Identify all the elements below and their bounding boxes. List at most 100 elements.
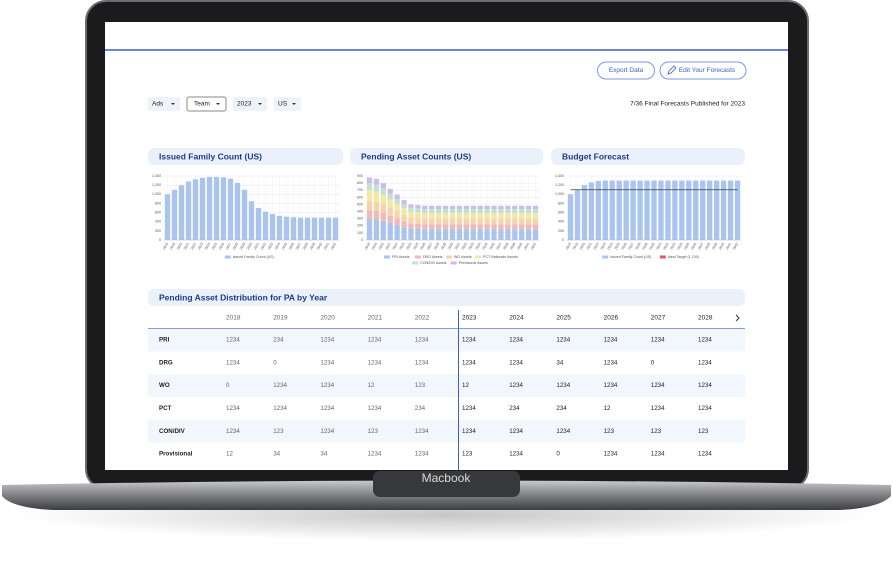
filter-label[interactable]: US [278, 101, 288, 108]
bar [450, 206, 455, 209]
bar [374, 211, 379, 220]
row-label: PRI [159, 337, 170, 344]
bar [395, 219, 400, 225]
bar [450, 229, 455, 240]
bar [589, 182, 594, 240]
bar [478, 219, 483, 225]
bar [429, 229, 434, 240]
bar [429, 206, 434, 209]
cell: 1234 [651, 405, 665, 412]
bar [381, 221, 386, 240]
bar [519, 206, 524, 209]
bar [401, 215, 406, 221]
legend-swatch [384, 256, 390, 259]
cell: 1234 [226, 359, 240, 366]
filter-label[interactable]: Ads [152, 101, 164, 108]
bar [519, 209, 524, 213]
chart-title: Issued Family Count (US) [159, 151, 262, 161]
filter-label[interactable]: Team [194, 101, 210, 108]
bar [484, 229, 489, 240]
cell: 1234 [651, 451, 665, 458]
chart-title: Budget Forecast [562, 151, 629, 161]
bar [484, 206, 489, 209]
filter-label[interactable]: 2023 [237, 101, 252, 108]
bar [415, 229, 420, 240]
y-tick-label: 600 [155, 211, 161, 215]
bar [284, 217, 289, 240]
bar [381, 188, 386, 194]
bar [505, 209, 510, 213]
cell: 1234 [509, 451, 523, 458]
edit-button-label[interactable]: Edit Your Forecasts [679, 67, 736, 74]
row-label: DRG [159, 359, 173, 366]
cell: 1234 [698, 405, 712, 412]
cell: 123 [651, 428, 662, 435]
cell: 1234 [651, 382, 665, 389]
y-tick-label: 800 [357, 181, 363, 185]
bar [533, 206, 538, 209]
bar [464, 224, 469, 229]
y-tick-label: 0 [361, 238, 363, 242]
y-tick-label: 600 [357, 195, 363, 199]
bar [505, 206, 510, 209]
bar [491, 206, 496, 209]
y-tick-label: 600 [558, 211, 564, 215]
legend-swatch [660, 256, 666, 259]
y-tick-label: 1,400 [555, 174, 564, 178]
bar [367, 210, 372, 219]
export-button-label[interactable]: Export Data [609, 67, 644, 74]
bar [408, 218, 413, 224]
status-text: 7/36 Final Forecasts Published for 2023 [630, 101, 745, 108]
bar [401, 227, 406, 240]
cell: 1234 [462, 337, 476, 344]
bar [505, 213, 510, 219]
bar [457, 224, 462, 229]
bar [401, 200, 406, 204]
cell: 1234 [320, 359, 334, 366]
legend-swatch [446, 256, 452, 259]
bar [464, 219, 469, 225]
cell: 1234 [320, 405, 334, 412]
cell: 1234 [698, 382, 712, 389]
column-header: 2023 [462, 315, 477, 322]
bar [415, 208, 420, 212]
bar [498, 206, 503, 209]
bar [436, 219, 441, 225]
y-tick-label: 800 [558, 201, 564, 205]
bar [374, 219, 379, 240]
bar [526, 219, 531, 225]
cell: 1234 [556, 337, 570, 344]
bar [443, 209, 448, 213]
bar [512, 206, 517, 209]
bar [263, 212, 268, 240]
column-header: 2024 [509, 315, 524, 322]
legend-label: CON/DIV Assets [420, 261, 447, 265]
bar [395, 225, 400, 240]
bar [415, 205, 420, 208]
bar [367, 219, 372, 240]
cell: 0 [273, 359, 277, 366]
bar [519, 229, 524, 240]
cell: 12 [604, 405, 611, 412]
bar [401, 208, 406, 215]
bar [471, 206, 476, 209]
bar [395, 199, 400, 204]
legend-swatch [415, 256, 421, 259]
bar [491, 219, 496, 225]
bar [256, 208, 261, 240]
bar [179, 185, 184, 240]
bar [381, 183, 386, 188]
y-tick-label: 500 [357, 202, 363, 206]
bar [388, 223, 393, 240]
bar [381, 204, 386, 213]
cell: 12 [462, 382, 469, 389]
bar [242, 190, 247, 240]
bar [221, 177, 226, 240]
bar [429, 224, 434, 229]
cell: 1234 [368, 451, 382, 458]
bar [471, 219, 476, 225]
bar [478, 224, 483, 229]
y-tick-label: 800 [155, 201, 161, 205]
y-tick-label: 0 [562, 238, 564, 242]
